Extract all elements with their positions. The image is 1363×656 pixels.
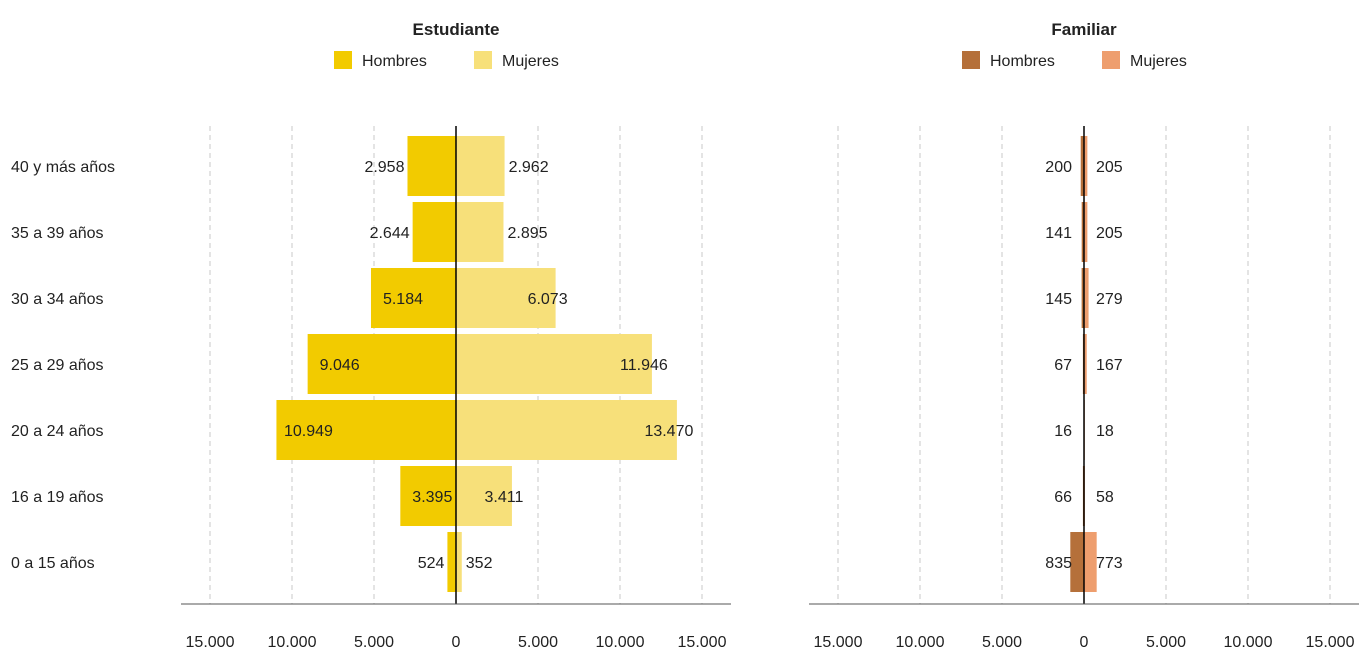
data-label-hombres: 5.184 [383, 291, 423, 308]
legend-label-mujeres: Mujeres [1130, 53, 1187, 70]
bar-hombres [447, 532, 456, 592]
bar-mujeres [456, 400, 677, 460]
data-label-hombres: 145 [1045, 291, 1072, 308]
data-label-hombres: 524 [418, 555, 445, 572]
data-label-hombres: 835 [1045, 555, 1072, 572]
bar-hombres [412, 202, 456, 262]
bar-hombres [1081, 268, 1084, 328]
data-label-mujeres: 3.411 [485, 489, 524, 506]
data-label-hombres: 66 [1054, 489, 1072, 506]
bar-mujeres [1084, 532, 1097, 592]
x-tick-label: 15.000 [186, 634, 235, 651]
x-tick-label: 15.000 [814, 634, 863, 651]
data-label-mujeres: 13.470 [644, 423, 693, 440]
x-tick-label: 5.000 [518, 634, 558, 651]
panel-title: Estudiante [413, 20, 500, 39]
data-label-hombres: 141 [1045, 225, 1072, 242]
bar-mujeres [456, 466, 512, 526]
data-label-hombres: 200 [1045, 159, 1072, 176]
category-label: 30 a 34 años [11, 291, 104, 308]
legend: Hombres Mujeres [962, 51, 1187, 70]
data-label-mujeres: 18 [1096, 423, 1114, 440]
x-tick-label: 5.000 [1146, 634, 1186, 651]
legend-swatch-mujeres [474, 51, 492, 69]
data-label-hombres: 9.046 [320, 357, 360, 374]
x-tick-label: 10.000 [268, 634, 317, 651]
bar-mujeres [1084, 268, 1089, 328]
data-label-mujeres: 2.962 [509, 159, 549, 176]
bar-hombres [407, 136, 456, 196]
category-label: 35 a 39 años [11, 225, 104, 242]
data-label-mujeres: 205 [1096, 225, 1123, 242]
data-label-hombres: 67 [1054, 357, 1072, 374]
data-label-mujeres: 6.073 [528, 291, 568, 308]
x-tick-label: 0 [452, 634, 461, 651]
legend: Hombres Mujeres [334, 51, 559, 70]
data-label-mujeres: 279 [1096, 291, 1123, 308]
category-label: 16 a 19 años [11, 489, 104, 506]
legend-swatch-hombres [962, 51, 980, 69]
panel-estudiante: Estudiante Hombres Mujeres 2.958 2.644 5.184 9… [181, 20, 731, 651]
panel-title: Familiar [1051, 20, 1117, 39]
x-tick-label: 10.000 [1224, 634, 1273, 651]
bar-mujeres [1084, 202, 1088, 262]
data-label-hombres: 10.949 [284, 423, 333, 440]
data-label-mujeres: 773 [1096, 555, 1123, 572]
bar-mujeres [456, 202, 504, 262]
x-tick-label: 10.000 [596, 634, 645, 651]
data-label-mujeres: 167 [1096, 357, 1123, 374]
data-label-mujeres: 11.946 [620, 357, 668, 374]
data-label-hombres: 2.958 [364, 159, 404, 176]
data-label-mujeres: 352 [466, 555, 493, 572]
bar-mujeres [456, 334, 652, 394]
bar-mujeres [456, 136, 505, 196]
legend-label-hombres: Hombres [362, 53, 427, 70]
category-label: 40 y más años [11, 159, 116, 176]
data-label-hombres: 3.395 [412, 489, 452, 506]
bar-hombres [1081, 202, 1084, 262]
category-label: 25 a 29 años [11, 357, 104, 374]
category-label: 0 a 15 años [11, 555, 95, 572]
bar-hombres [370, 268, 456, 328]
legend-label-hombres: Hombres [990, 53, 1055, 70]
legend-swatch-hombres [334, 51, 352, 69]
bar-mujeres [456, 532, 462, 592]
x-tick-label: 5.000 [354, 634, 394, 651]
data-label-mujeres: 2.895 [507, 225, 547, 242]
bar-hombres [1080, 136, 1084, 196]
category-label: 20 a 24 años [11, 423, 104, 440]
bar-mujeres [456, 268, 556, 328]
bar-mujeres [1084, 334, 1087, 394]
x-tick-label: 15.000 [1306, 634, 1355, 651]
bar-hombres [1070, 532, 1084, 592]
x-tick-label: 0 [1080, 634, 1089, 651]
x-tick-label: 15.000 [678, 634, 727, 651]
x-tick-label: 10.000 [896, 634, 945, 651]
bar-hombres [400, 466, 456, 526]
legend-swatch-mujeres [1102, 51, 1120, 69]
x-tick-label: 5.000 [982, 634, 1022, 651]
bar-hombres [276, 400, 456, 460]
bar-hombres [307, 334, 456, 394]
data-label-mujeres: 58 [1096, 489, 1114, 506]
data-label-mujeres: 205 [1096, 159, 1123, 176]
bar-mujeres [1084, 136, 1088, 196]
data-label-hombres: 2.644 [370, 225, 410, 242]
legend-label-mujeres: Mujeres [502, 53, 559, 70]
data-label-hombres: 16 [1054, 423, 1072, 440]
panel-familiar: Familiar Hombres Mujeres 200 141 145 67 16 66 835… [809, 20, 1359, 651]
